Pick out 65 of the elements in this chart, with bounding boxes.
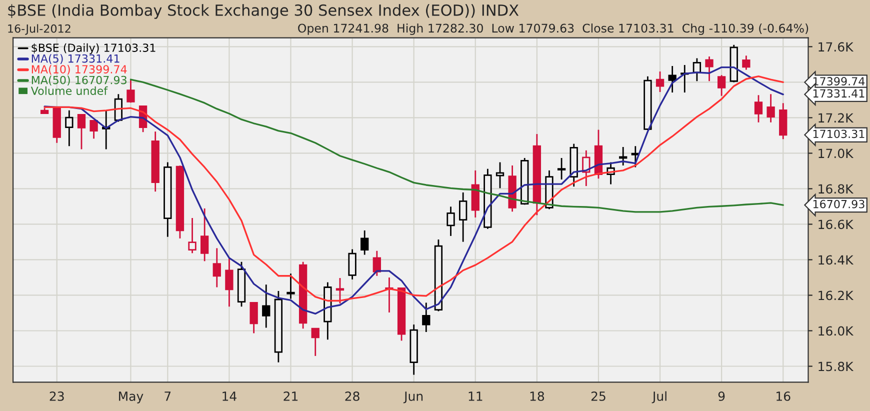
- candlestick: [668, 65, 676, 94]
- candlestick: [656, 70, 664, 93]
- x-tick-label: Jun: [403, 392, 423, 404]
- chart-title: $BSE (India Bombay Stock Exchange 30 Sensex Index (EOD)) INDX: [8, 4, 519, 19]
- candlestick: [631, 145, 640, 168]
- annotation: Volume undef: [30, 86, 108, 95]
- y-tick-label: 16.8K: [818, 184, 854, 194]
- candlestick: [422, 302, 430, 333]
- x-tick-label: 16: [776, 391, 790, 401]
- candlestick: [446, 206, 455, 237]
- x-tick-label: 11: [468, 392, 482, 401]
- x-tick-label: 28: [345, 391, 360, 401]
- candlestick: [225, 257, 234, 308]
- text: Open 17241.98 High 17282.30 Low 17079.63 Close 17103.31 Chg -110.39 (-0.64%): [298, 24, 808, 35]
- annotation: 17331.41: [813, 89, 864, 98]
- candlestick: [717, 74, 726, 97]
- candlestick: [348, 248, 356, 280]
- y-tick-label: 17.0K: [818, 148, 854, 158]
- x-tick-label: 21: [284, 391, 298, 401]
- candlestick: [496, 162, 504, 189]
- legend-label: MA(10) 17399.74: [32, 64, 127, 75]
- candlestick: [65, 110, 74, 147]
- x-tick-label: Jul: [652, 391, 666, 404]
- x-tick-label: 9: [718, 391, 725, 401]
- candlestick: [705, 56, 714, 82]
- x-tick-label: 14: [222, 392, 236, 401]
- candlestick: [212, 247, 221, 288]
- x-tick-label: 25: [591, 391, 606, 401]
- x-tick-label: May: [119, 392, 144, 404]
- x-tick-label: 18: [530, 391, 544, 401]
- legend-label: MA(50) 16707.93: [32, 76, 126, 86]
- candlestick: [619, 146, 628, 166]
- candlestick: [77, 113, 86, 150]
- y-tick-label: 16.0K: [818, 326, 854, 336]
- candlestick: [742, 54, 750, 70]
- candlestick: [336, 277, 344, 304]
- candlestick: [311, 328, 320, 357]
- annotation: 17399.74: [813, 77, 865, 86]
- x-tick-label: 23: [50, 391, 64, 401]
- candlestick: [286, 272, 295, 300]
- line-series: [130, 78, 784, 213]
- chart-subtitle: 16-Jul-2012: [8, 24, 70, 35]
- x-tick-label: 7: [164, 392, 171, 401]
- candlestick: [126, 78, 135, 104]
- annotation: 17103.31: [813, 130, 864, 138]
- y-tick-label: 16.6K: [818, 220, 854, 230]
- y-tick-label: 17.6K: [818, 42, 854, 52]
- candlestick: [766, 93, 775, 124]
- candlestick: [200, 208, 209, 262]
- annotation: 16707.93: [813, 200, 864, 208]
- candlestick: [188, 217, 196, 254]
- y-tick-label: 16.2K: [818, 290, 854, 300]
- y-tick-label: 16.4K: [818, 255, 854, 265]
- candlestick: [557, 157, 566, 180]
- candlestick: [262, 284, 270, 328]
- legend-label: MA(5) 17331.41: [32, 54, 120, 64]
- candlestick: [372, 250, 381, 277]
- legend-label: $BSE (Daily) 17103.31: [32, 43, 156, 54]
- candlestick: [250, 302, 258, 334]
- candlestick: [458, 192, 468, 242]
- candlestick: [754, 94, 763, 124]
- candlestick: [90, 120, 98, 140]
- y-tick-label: 17.2K: [818, 113, 854, 122]
- y-tick-label: 15.8K: [818, 362, 854, 372]
- candlestick: [360, 230, 369, 256]
